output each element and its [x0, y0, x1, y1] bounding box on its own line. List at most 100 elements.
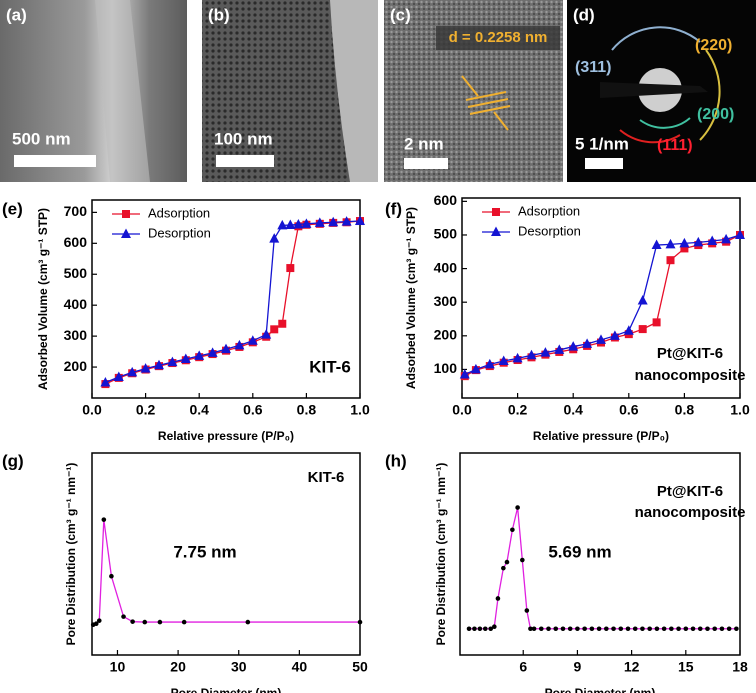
marker	[721, 233, 732, 244]
marker	[623, 325, 634, 335]
marker	[491, 226, 501, 236]
x-tick-label: 0.2	[136, 402, 156, 418]
scale-bar	[404, 158, 448, 169]
annotation: nanocomposite	[635, 367, 746, 384]
x-tick-label: 6	[519, 659, 527, 675]
d-spacing: d = 0.2258 nm	[449, 29, 548, 46]
marker	[180, 353, 191, 364]
marker	[121, 228, 131, 238]
y-axis-label: Pore Distribution (cm³ g⁻¹ nm⁻¹)	[64, 463, 78, 646]
marker	[632, 626, 638, 632]
marker	[277, 219, 288, 230]
marker	[538, 626, 544, 632]
marker	[470, 363, 481, 374]
x-tick-label: 10	[110, 659, 126, 675]
y-tick-label: 400	[434, 259, 458, 275]
y-tick-label: 300	[434, 293, 458, 309]
scale-bar	[585, 158, 623, 169]
marker	[207, 347, 218, 357]
marker	[654, 626, 660, 632]
panel-label: (a)	[6, 5, 27, 24]
ring-label: (311)	[575, 59, 611, 76]
legend-label: Adsorption	[518, 203, 580, 218]
marker	[181, 619, 187, 625]
marker	[314, 217, 325, 227]
marker	[560, 626, 566, 632]
scale-label: 100 nm	[214, 129, 273, 148]
marker	[113, 371, 124, 381]
marker	[142, 619, 148, 625]
y-tick-label: 200	[434, 327, 458, 343]
x-tick-label: 0.8	[675, 402, 695, 418]
marker	[96, 618, 102, 623]
annotation: Pt@KIT-6	[657, 483, 723, 500]
marker	[705, 626, 710, 632]
tem-image-b: (b) 100 nm	[202, 0, 378, 182]
marker	[735, 229, 745, 239]
marker	[554, 344, 565, 354]
marker	[520, 557, 525, 563]
marker	[734, 626, 739, 632]
marker	[697, 626, 703, 632]
x-axis-label: Pore Diameter (nm)	[545, 686, 656, 693]
marker	[665, 238, 676, 249]
plot-frame	[459, 452, 741, 656]
x-tick-label: 40	[292, 659, 308, 675]
series-line	[105, 220, 361, 385]
y-tick-label: 400	[64, 296, 88, 312]
y-tick-label: 200	[64, 358, 88, 374]
ring-label: (200)	[697, 106, 734, 123]
marker	[154, 359, 164, 370]
marker	[504, 559, 510, 565]
x-axis-label: Pore Diameter (nm)	[171, 686, 282, 693]
marker	[498, 355, 509, 366]
ring-label: (111)	[657, 137, 693, 154]
panel-label: (b)	[208, 5, 230, 24]
marker	[669, 626, 674, 632]
marker	[492, 624, 497, 630]
panel-label: (c)	[390, 5, 411, 24]
marker	[531, 626, 537, 632]
y-tick-label: 600	[434, 192, 458, 208]
marker	[488, 626, 494, 632]
marker	[278, 319, 287, 328]
marker	[666, 256, 675, 265]
x-axis-label: Relative pressure (P/P₀)	[533, 429, 669, 443]
marker	[466, 626, 472, 632]
marker	[245, 619, 251, 625]
marker	[575, 626, 580, 632]
marker	[510, 527, 515, 533]
marker	[546, 626, 551, 632]
marker	[286, 264, 295, 273]
x-tick-label: 12	[624, 659, 640, 675]
marker	[604, 626, 609, 632]
marker	[683, 626, 689, 632]
marker	[101, 517, 107, 522]
series-line	[93, 519, 360, 626]
x-tick-label: 0.0	[82, 402, 102, 418]
marker	[726, 626, 732, 632]
marker	[540, 347, 551, 357]
marker	[707, 235, 718, 246]
series-line	[469, 507, 737, 630]
y-tick-label: 500	[64, 265, 88, 281]
marker	[247, 335, 258, 345]
y-tick-label: 500	[434, 226, 458, 242]
marker	[652, 318, 661, 327]
marker	[589, 626, 595, 632]
marker	[680, 244, 689, 253]
plot-frame	[91, 199, 361, 399]
marker	[477, 626, 483, 632]
plot-frame	[91, 452, 361, 656]
x-tick-label: 0.4	[189, 402, 209, 418]
marker	[261, 329, 272, 339]
marker	[693, 236, 704, 247]
marker	[130, 619, 135, 624]
marker	[285, 219, 296, 230]
scale-label: 2 nm	[404, 134, 444, 153]
x-tick-label: 9	[574, 659, 582, 675]
annotation: Pt@KIT-6	[657, 345, 723, 362]
marker	[501, 565, 506, 571]
marker	[567, 626, 573, 632]
marker	[647, 626, 652, 632]
